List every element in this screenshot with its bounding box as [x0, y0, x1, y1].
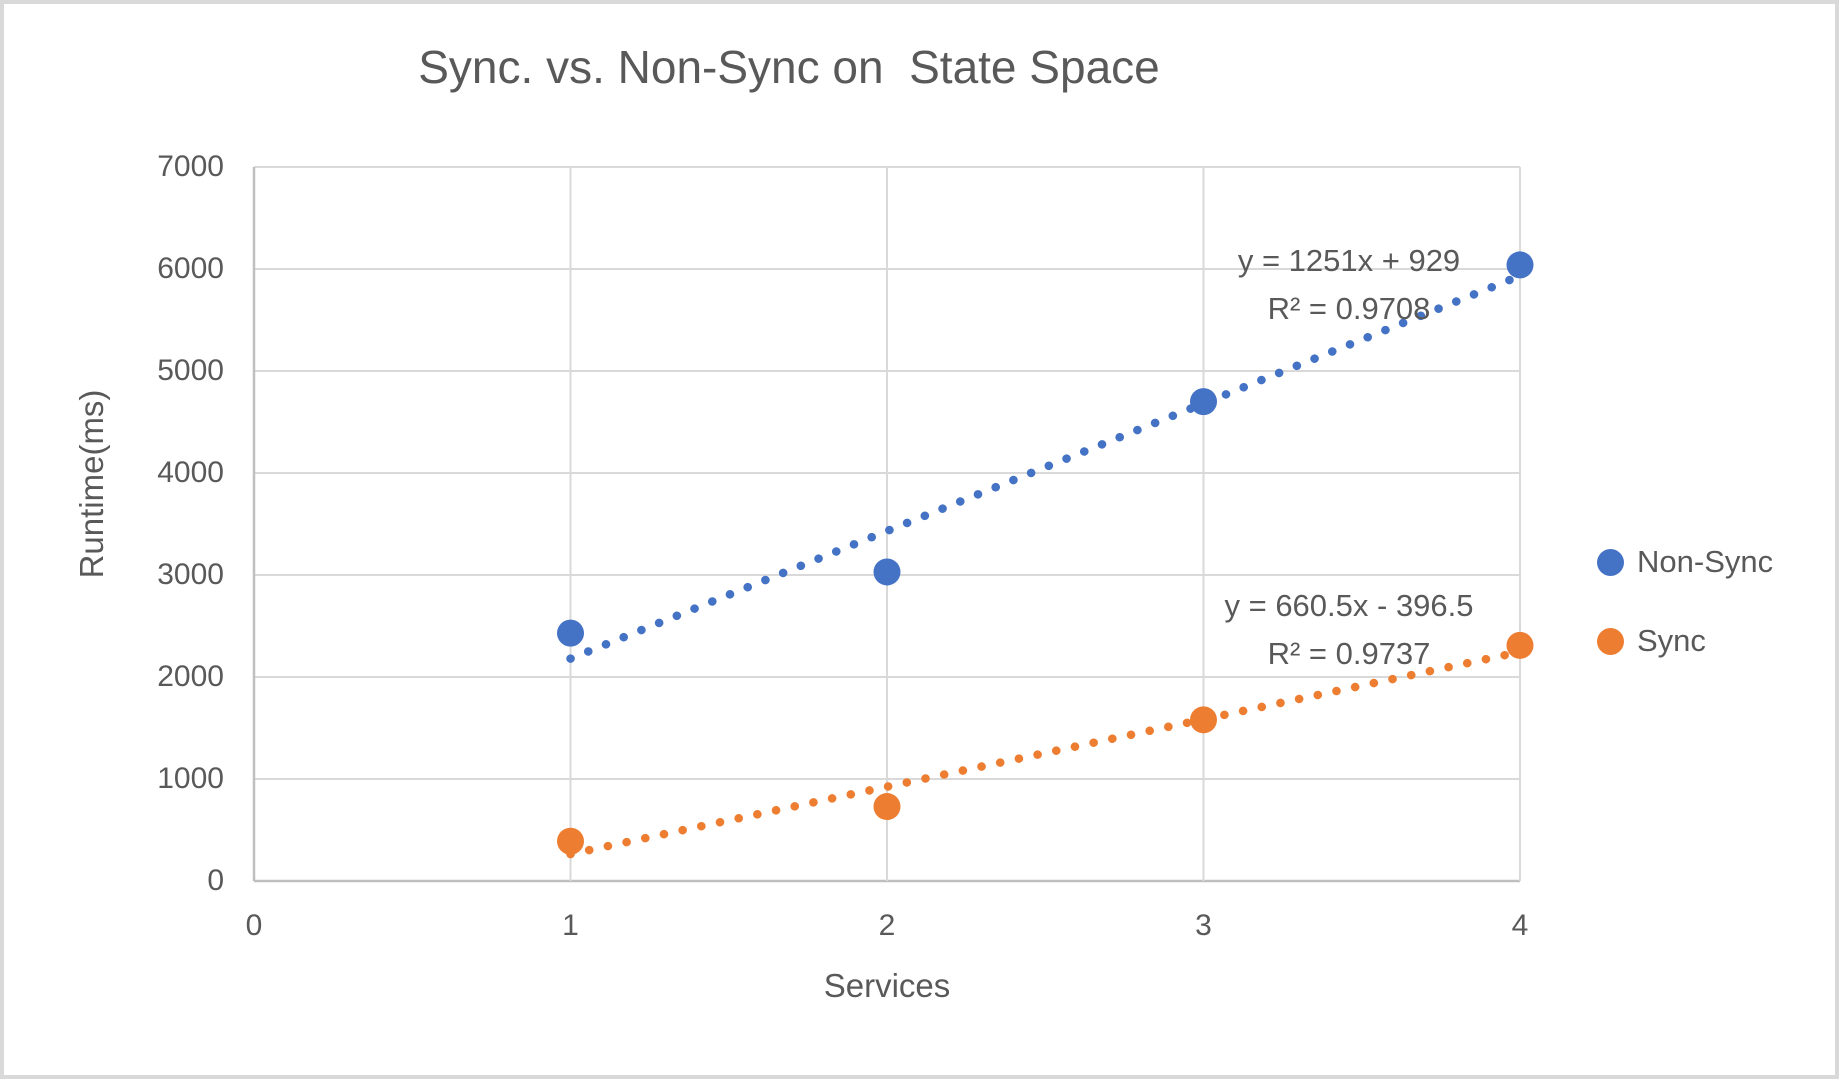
y-tick-label: 5000: [157, 354, 224, 387]
plot-area: [252, 166, 1534, 883]
y-tick-label: 6000: [157, 252, 224, 285]
trendline-equation: y = 1251x + 929: [1237, 243, 1461, 278]
data-point[interactable]: [1190, 706, 1217, 734]
trendline: [566, 647, 1525, 859]
data-point[interactable]: [557, 619, 584, 647]
y-tick-label: 7000: [157, 150, 224, 183]
y-tick-label: 1000: [157, 762, 224, 795]
data-point[interactable]: [873, 558, 901, 586]
y-tick-label: 3000: [157, 558, 224, 591]
data-point[interactable]: [1506, 631, 1534, 659]
x-tick-label: 3: [1195, 909, 1212, 942]
y-tick-label: 4000: [157, 456, 224, 489]
legend-item-non-sync[interactable]: Non-Sync: [1597, 542, 1773, 582]
legend-item-sync[interactable]: Sync: [1597, 621, 1706, 661]
trendline-annotation-sync: y = 660.5x - 396.5 R² = 0.9737: [1089, 582, 1609, 678]
legend-marker-icon: [1597, 627, 1624, 655]
trendline-equation: y = 660.5x - 396.5: [1224, 588, 1474, 623]
x-tick-label: 1: [562, 909, 579, 942]
legend-label: Sync: [1637, 623, 1706, 658]
x-tick-label: 0: [245, 909, 263, 942]
x-axis-title: Services: [823, 967, 951, 1004]
y-tick-label: 2000: [157, 660, 224, 693]
x-tick-label: 4: [1511, 909, 1529, 942]
legend-marker-icon: [1597, 548, 1624, 576]
trendline: [566, 271, 1525, 663]
legend-label: Non-Sync: [1637, 544, 1774, 579]
data-point[interactable]: [873, 793, 901, 821]
y-tick-label: 0: [207, 864, 224, 897]
data-point[interactable]: [1190, 388, 1217, 416]
x-tick-label: 2: [878, 909, 896, 942]
trendline-annotation-non-sync: y = 1251x + 929 R² = 0.9708: [1089, 237, 1609, 333]
data-point[interactable]: [1506, 251, 1534, 279]
trendline-r2: R² = 0.9708: [1267, 291, 1431, 326]
data-point[interactable]: [557, 827, 584, 855]
trendline-r2: R² = 0.9737: [1267, 636, 1431, 671]
chart-title: Sync. vs. Non-Sync on State Space: [418, 41, 1160, 93]
